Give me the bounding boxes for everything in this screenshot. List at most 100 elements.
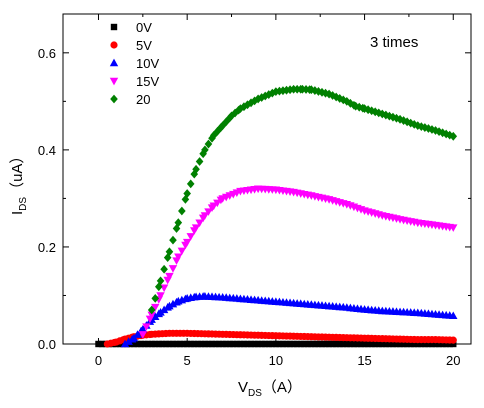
data-point	[272, 87, 280, 97]
data-point	[247, 340, 255, 348]
data-point	[396, 340, 404, 348]
data-point	[265, 340, 272, 348]
legend-label: 5V	[136, 38, 152, 53]
data-point	[328, 91, 337, 100]
data-point	[176, 340, 184, 348]
data-point	[230, 340, 237, 348]
data-point	[449, 131, 458, 141]
data-point	[268, 88, 277, 98]
data-point	[159, 340, 166, 348]
data-point	[417, 122, 426, 131]
data-point	[208, 340, 216, 348]
data-point	[194, 340, 202, 348]
data-point	[340, 340, 347, 348]
data-point	[346, 98, 355, 108]
data-point	[286, 340, 294, 348]
x-tick-label: 0	[95, 353, 102, 368]
data-point	[351, 101, 360, 111]
data-point	[339, 95, 348, 105]
data-point	[311, 340, 319, 348]
data-point	[322, 340, 329, 348]
data-point	[293, 340, 301, 348]
data-point	[162, 340, 170, 348]
legend-marker	[109, 58, 119, 67]
x-tick-label: 20	[446, 353, 460, 368]
data-point	[219, 340, 226, 348]
data-point	[120, 339, 130, 348]
data-point	[218, 121, 227, 131]
data-point	[445, 130, 454, 140]
data-point	[308, 340, 315, 348]
data-point	[201, 145, 209, 155]
x-axis-title-main: V	[238, 379, 248, 396]
data-point	[321, 88, 330, 98]
data-point	[183, 340, 191, 348]
data-point	[355, 102, 364, 112]
data-point	[343, 340, 351, 348]
series-0V-group	[95, 340, 457, 348]
data-point	[226, 340, 233, 348]
data-point	[205, 340, 212, 348]
data-point	[231, 108, 239, 118]
data-point	[332, 92, 340, 102]
data-point	[364, 105, 372, 115]
data-point	[364, 340, 372, 348]
data-point	[325, 340, 333, 348]
data-point	[204, 208, 213, 216]
legend-marker	[110, 23, 118, 31]
data-point	[130, 340, 138, 348]
data-point	[209, 130, 218, 140]
y-tick-label: 0.2	[38, 240, 56, 255]
data-point	[431, 126, 440, 135]
data-point	[237, 340, 244, 348]
data-point	[160, 264, 168, 274]
data-point	[227, 111, 236, 121]
data-point	[304, 340, 311, 348]
data-point	[261, 91, 270, 101]
data-point	[156, 292, 165, 300]
data-point	[410, 119, 419, 129]
data-point	[195, 219, 204, 228]
data-point	[183, 189, 191, 198]
data-point	[262, 340, 269, 348]
data-point	[421, 340, 429, 348]
data-point	[315, 340, 322, 348]
data-point	[354, 340, 361, 348]
data-point	[182, 238, 192, 247]
data-point	[318, 87, 326, 97]
data-point	[258, 340, 265, 348]
legend-marker	[110, 94, 118, 104]
x-tick-labels: 0 5 10 15 20	[95, 353, 461, 368]
data-point	[165, 247, 174, 257]
data-point	[269, 340, 276, 348]
legend-marker	[110, 41, 118, 49]
data-point	[411, 340, 418, 348]
data-point	[279, 86, 287, 96]
data-point	[347, 340, 354, 348]
data-point	[165, 301, 174, 310]
data-point	[329, 340, 336, 348]
series-10V-group	[120, 292, 458, 348]
data-point	[357, 340, 365, 348]
x-axis-title-unit: （A）	[262, 379, 302, 396]
data-point	[191, 224, 201, 232]
data-point	[361, 340, 368, 348]
data-point	[382, 340, 390, 348]
data-point	[428, 340, 436, 348]
data-point	[257, 93, 266, 102]
data-point	[147, 305, 156, 315]
annotation-text: 3 times	[370, 34, 418, 51]
data-point	[201, 340, 209, 348]
data-point	[180, 340, 187, 348]
y-axis-title-sub: DS	[18, 197, 29, 211]
data-point	[159, 305, 169, 314]
x-axis-title-sub: DS	[248, 388, 262, 399]
data-point	[174, 218, 183, 228]
data-point	[432, 340, 439, 348]
data-point	[141, 340, 148, 348]
data-point	[166, 340, 173, 348]
data-point	[350, 340, 358, 348]
data-point	[243, 100, 252, 110]
data-point	[414, 340, 421, 348]
